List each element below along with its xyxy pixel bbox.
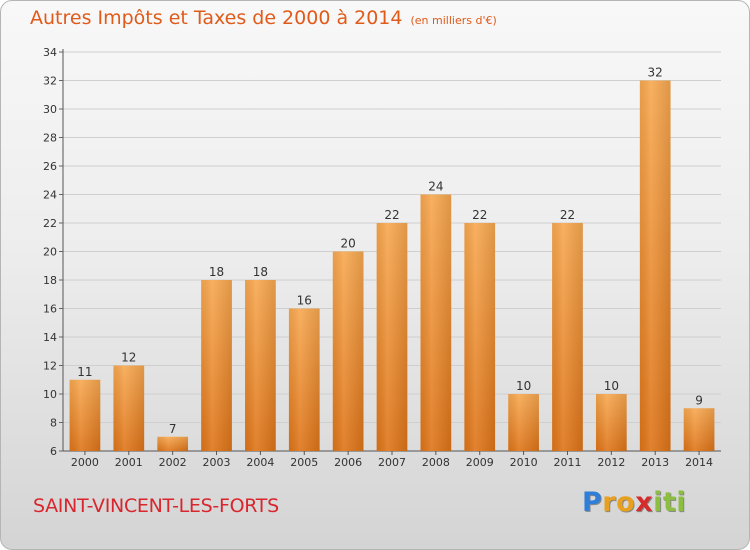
logo-letter: x: [635, 487, 654, 518]
x-tick-label: 2011: [553, 456, 581, 469]
logo-letter: i: [676, 487, 687, 518]
x-tick-label: 2002: [159, 456, 187, 469]
data-label: 11: [77, 365, 92, 379]
x-tick-label: 2001: [115, 456, 143, 469]
y-tick-label: 10: [43, 388, 57, 401]
y-tick-label: 14: [43, 331, 57, 344]
y-tick-label: 16: [43, 303, 57, 316]
y-tick-label: 24: [43, 189, 57, 202]
y-tick-label: 8: [50, 417, 57, 430]
data-label: 22: [472, 208, 487, 222]
commune-name: SAINT-VINCENT-LES-FORTS: [33, 495, 279, 517]
bar-shade: [157, 436, 189, 451]
y-tick-label: 26: [43, 160, 57, 173]
bar-shade: [69, 379, 101, 451]
x-tick-label: 2006: [334, 456, 362, 469]
chart-title: Autres Impôts et Taxes de 2000 à 2014: [30, 7, 403, 29]
y-tick-label: 20: [43, 246, 57, 259]
x-tick-label: 2009: [466, 456, 494, 469]
data-label: 10: [516, 379, 531, 393]
y-tick-label: 22: [43, 217, 57, 230]
y-tick-label: 18: [43, 274, 57, 287]
x-tick-label: 2003: [203, 456, 231, 469]
x-tick-label: 2008: [422, 456, 450, 469]
data-label: 24: [428, 180, 443, 194]
bar-shade: [113, 365, 145, 451]
bar-shade: [464, 223, 496, 451]
y-tick-label: 12: [43, 360, 57, 373]
y-tick-label: 6: [50, 445, 57, 458]
bar-shade: [508, 394, 539, 451]
data-label: 10: [604, 379, 619, 393]
data-label: 18: [253, 265, 268, 279]
bar-shade: [332, 251, 364, 451]
logo-letter: o: [616, 487, 636, 518]
y-tick-label: 32: [43, 75, 57, 88]
logo-letter: r: [602, 487, 617, 518]
bar-shade: [288, 308, 320, 451]
data-label: 16: [297, 294, 312, 308]
x-tick-label: 2010: [510, 456, 538, 469]
y-tick-label: 30: [43, 103, 57, 116]
bar-shade: [201, 280, 232, 451]
x-tick-label: 2013: [641, 456, 669, 469]
logo-letter: i: [653, 487, 663, 518]
data-label: 18: [209, 265, 224, 279]
logo-letter: P: [582, 487, 603, 518]
bar-shade: [245, 280, 276, 451]
x-tick-label: 2014: [685, 456, 713, 469]
chart-unit: (en milliers d'€): [410, 14, 497, 27]
x-tick-label: 2012: [597, 456, 625, 469]
data-label: 22: [560, 208, 575, 222]
data-label: 12: [121, 351, 136, 365]
data-label: 32: [648, 66, 663, 80]
bar-shade: [420, 194, 452, 451]
bar-shade: [595, 394, 627, 451]
title-block: Autres Impôts et Taxes de 2000 à 2014 (en…: [30, 7, 497, 29]
bar-shade: [552, 223, 583, 451]
bar-shade: [376, 223, 408, 451]
bar-shade: [683, 408, 715, 451]
bar-shade: [639, 80, 671, 451]
data-label: 9: [695, 393, 703, 407]
x-tick-label: 2007: [378, 456, 406, 469]
x-tick-label: 2000: [71, 456, 99, 469]
data-label: 7: [169, 422, 177, 436]
x-tick-label: 2005: [290, 456, 318, 469]
y-tick-label: 28: [43, 132, 57, 145]
data-label: 22: [384, 208, 399, 222]
proxiti-logo: Proxiti: [582, 487, 686, 518]
logo-letter: t: [662, 487, 677, 518]
data-label: 20: [340, 237, 355, 251]
x-tick-label: 2004: [246, 456, 274, 469]
y-tick-label: 34: [43, 46, 57, 59]
